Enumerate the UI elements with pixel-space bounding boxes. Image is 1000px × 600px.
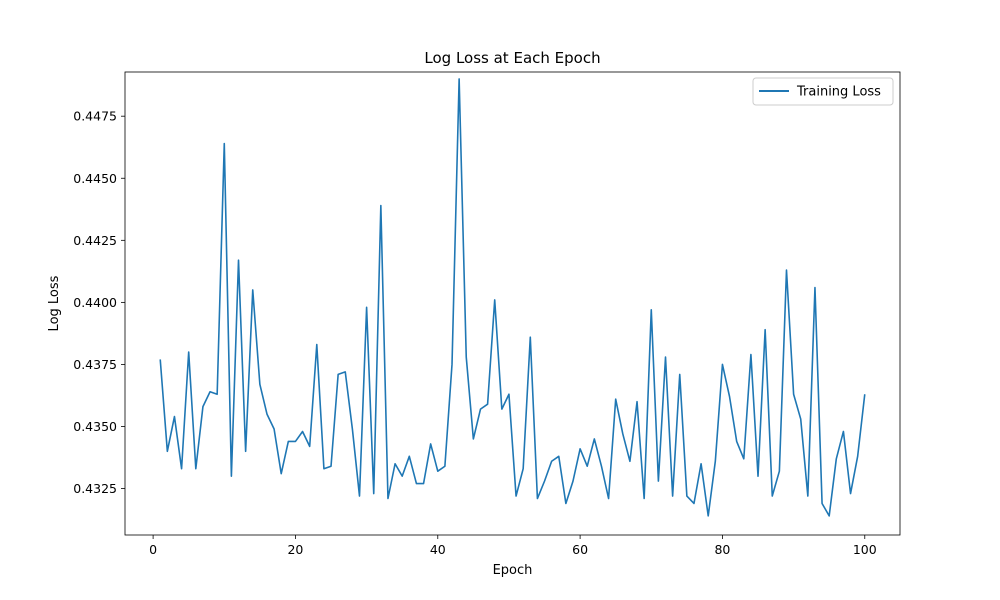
x-tick-label: 20 xyxy=(287,542,303,557)
chart-title: Log Loss at Each Epoch xyxy=(424,49,600,67)
x-axis-ticks: 0 20 40 60 80 100 xyxy=(149,535,877,557)
legend: Training Loss xyxy=(752,77,894,106)
x-tick-label: 80 xyxy=(714,542,730,557)
x-axis-label: Epoch xyxy=(493,563,533,578)
y-tick-label: 0.4325 xyxy=(73,481,117,496)
x-tick-label: 40 xyxy=(430,542,446,557)
y-tick-label: 0.4375 xyxy=(73,357,117,372)
y-axis-ticks: 0.4325 0.4350 0.4375 0.4400 0.4425 0.4450 0.44… xyxy=(73,109,125,496)
plot-area xyxy=(159,78,866,517)
legend-label: Training Loss xyxy=(796,85,881,100)
y-axis-label: Log Loss xyxy=(47,275,62,331)
y-tick-label: 0.4400 xyxy=(73,295,117,310)
legend-box xyxy=(752,77,894,106)
series-line-training-loss xyxy=(159,78,866,517)
y-tick-label: 0.4450 xyxy=(73,171,117,186)
y-tick-label: 0.4350 xyxy=(73,419,117,434)
x-tick-label: 60 xyxy=(572,542,588,557)
x-tick-label: 100 xyxy=(853,542,877,557)
x-tick-label: 0 xyxy=(149,542,157,557)
y-tick-label: 0.4475 xyxy=(73,109,117,124)
plot-frame xyxy=(124,71,901,536)
y-tick-label: 0.4425 xyxy=(73,233,117,248)
